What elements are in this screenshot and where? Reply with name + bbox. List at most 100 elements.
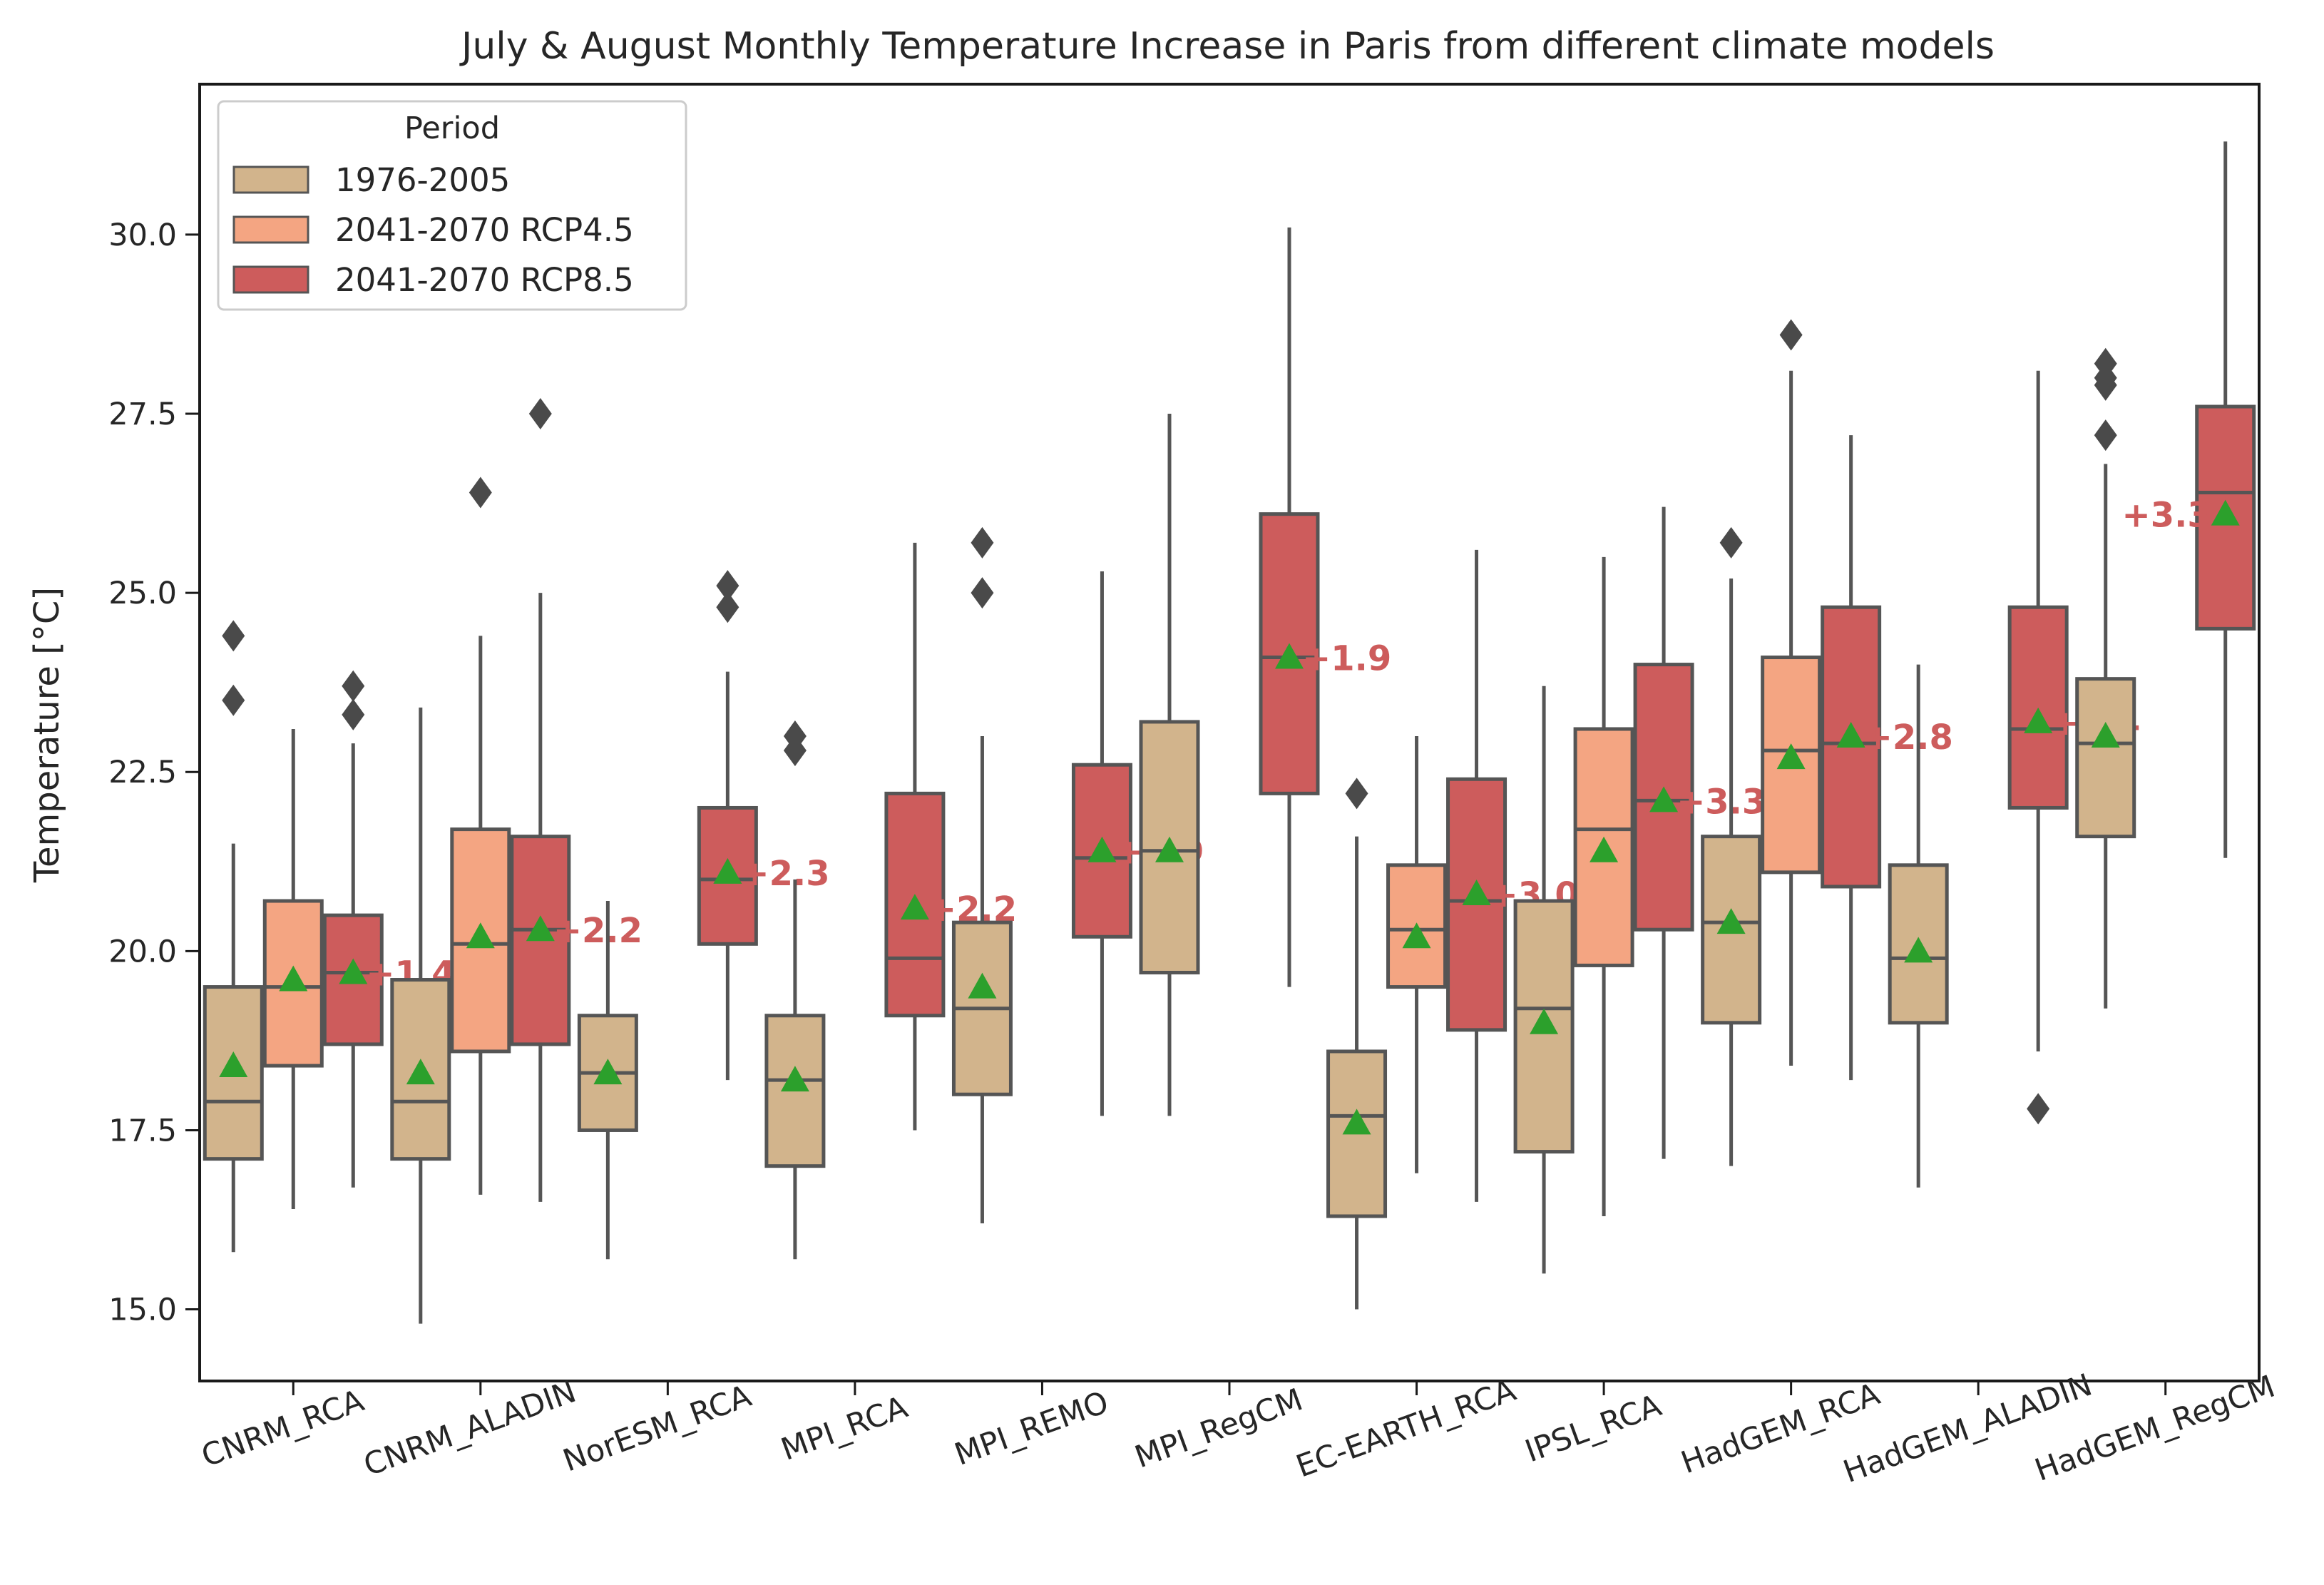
mean-marker xyxy=(2024,707,2053,733)
box-2041-2070-rcp4-5 xyxy=(1573,556,1634,1216)
mean-marker xyxy=(406,1059,435,1085)
mean-marker xyxy=(1155,836,1184,862)
box-1976-2005 xyxy=(203,620,264,1253)
mean-marker xyxy=(526,915,555,942)
mean-marker xyxy=(968,972,997,999)
y-tick-label: 30.0 xyxy=(108,218,177,253)
model-group-mpi_rca: MPI_RCA+2.2 xyxy=(764,542,1017,1468)
mean-marker xyxy=(1275,643,1304,669)
box-2041-2070-rcp4-5 xyxy=(1386,736,1448,1173)
box-1976-2005 xyxy=(764,720,826,1260)
mean-marker xyxy=(900,894,929,920)
mean-marker xyxy=(2211,499,2240,526)
box-2041-2070-rcp8-5 xyxy=(1821,435,1882,1081)
mean-marker xyxy=(1904,937,1933,963)
outlier-point xyxy=(1719,526,1743,559)
box-2041-2070-rcp8-5 xyxy=(510,398,571,1202)
legend-entry-label: 2041-2070 RCP8.5 xyxy=(335,261,634,299)
box-1976-2005 xyxy=(1513,686,1575,1274)
outlier-point xyxy=(971,577,994,609)
y-tick-label: 22.5 xyxy=(108,755,177,790)
box-1976-2005 xyxy=(1139,414,1200,1116)
outlier-point xyxy=(342,698,365,730)
mean-marker xyxy=(1402,922,1431,949)
outlier-point xyxy=(342,670,365,702)
mean-marker xyxy=(1087,836,1117,862)
mean-marker xyxy=(2091,722,2120,748)
mean-marker xyxy=(1462,879,1491,905)
mean-marker xyxy=(593,1059,623,1085)
mean-marker xyxy=(780,1066,809,1092)
mean-marker xyxy=(1836,722,1865,748)
box-1976-2005 xyxy=(390,707,451,1324)
y-tick-label: 15.0 xyxy=(108,1293,177,1328)
outlier-point xyxy=(783,720,807,753)
mean-marker xyxy=(1590,836,1619,862)
legend-title: Period xyxy=(404,111,500,146)
legend-entry-label: 1976-2005 xyxy=(335,161,510,199)
outlier-point xyxy=(222,684,245,716)
delta-label: +2.3 xyxy=(740,854,829,894)
chart-title: July & August Monthly Temperature Increa… xyxy=(459,25,1995,68)
y-axis-label: Temperature [°C] xyxy=(27,587,67,883)
outlier-point xyxy=(716,591,739,623)
delta-label: +3.3 xyxy=(1677,782,1766,822)
mean-marker xyxy=(1776,743,1806,770)
legend-swatch xyxy=(232,265,309,294)
box-iqr xyxy=(1259,512,1320,795)
y-tick-label: 20.0 xyxy=(108,934,177,969)
outlier-point xyxy=(1345,778,1368,810)
mean-marker xyxy=(466,922,495,949)
y-tick-label: 17.5 xyxy=(108,1113,177,1148)
box-2041-2070-rcp8-5 xyxy=(884,542,946,1131)
outlier-point xyxy=(528,398,552,430)
mean-marker xyxy=(713,857,742,884)
mean-marker xyxy=(1530,1008,1559,1034)
box-2041-2070-rcp8-5 xyxy=(322,670,384,1188)
outlier-point xyxy=(2027,1093,2050,1125)
box-2041-2070-rcp8-5 xyxy=(1071,571,1132,1116)
delta-label: +3.3 xyxy=(2121,496,2211,536)
legend: Period 1976-2005 2041-2070 RCP4.5 2041-2070… xyxy=(217,100,687,311)
box-2041-2070-rcp4-5 xyxy=(262,728,324,1209)
box-2041-2070-rcp4-5 xyxy=(450,476,511,1195)
legend-entry-label: 2041-2070 RCP4.5 xyxy=(335,211,634,249)
box-iqr xyxy=(2007,605,2069,810)
y-tick-label: 25.0 xyxy=(108,576,177,611)
box-1976-2005 xyxy=(577,901,638,1260)
box-2041-2070-rcp4-5 xyxy=(1761,319,1822,1066)
mean-marker xyxy=(279,965,308,992)
delta-label: +2.2 xyxy=(553,911,643,951)
outlier-point xyxy=(2094,347,2117,379)
legend-frame xyxy=(217,100,687,311)
box-2041-2070-rcp8-5 xyxy=(2007,370,2069,1125)
outlier-point xyxy=(716,570,739,602)
mean-marker xyxy=(339,958,368,984)
outlier-point xyxy=(2094,419,2117,452)
legend-swatch xyxy=(232,165,309,194)
delta-label: +2.8 xyxy=(1864,718,1953,758)
y-tick-label: 27.5 xyxy=(108,397,177,432)
box-2041-2070-rcp8-5 xyxy=(2195,141,2256,858)
mean-marker xyxy=(1716,908,1746,934)
outlier-point xyxy=(971,526,994,559)
box-2041-2070-rcp8-5 xyxy=(697,570,758,1081)
box-2041-2070-rcp8-5 xyxy=(1633,506,1694,1159)
outlier-point xyxy=(222,620,245,652)
box-iqr xyxy=(2075,677,2136,839)
outlier-point xyxy=(1779,319,1803,351)
box-2041-2070-rcp8-5 xyxy=(1446,549,1507,1202)
mean-marker xyxy=(1342,1109,1371,1135)
box-2041-2070-rcp8-5 xyxy=(1259,227,1320,987)
delta-label: +1.9 xyxy=(1302,639,1391,679)
mean-marker xyxy=(1649,786,1679,812)
box-1976-2005 xyxy=(1701,526,1762,1166)
mean-marker xyxy=(219,1051,248,1078)
box-1976-2005 xyxy=(1326,778,1388,1310)
box-1976-2005 xyxy=(2075,347,2136,1009)
outlier-point xyxy=(469,476,492,509)
box-1976-2005 xyxy=(951,526,1013,1224)
legend-swatch xyxy=(232,215,309,244)
box-1976-2005 xyxy=(1888,664,1949,1188)
